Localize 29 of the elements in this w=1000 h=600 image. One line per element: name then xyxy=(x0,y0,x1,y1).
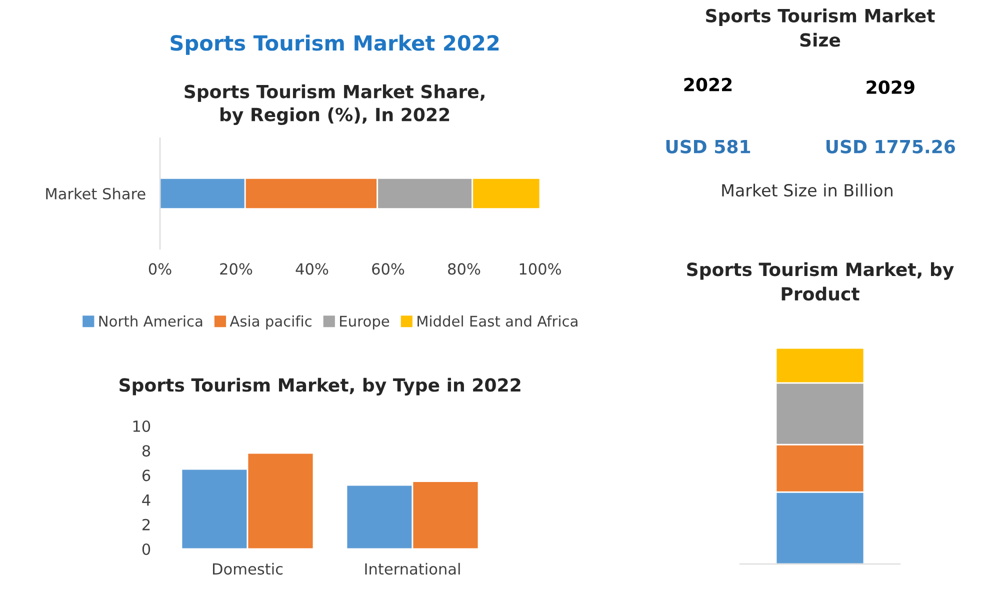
chart-title: Sports Tourism Market 2022 xyxy=(170,34,499,55)
chart-title: Sports Tourism Market, by Product xyxy=(687,262,954,301)
x-tick-label: 60% xyxy=(372,263,404,275)
text: USD 1775.26 xyxy=(826,140,956,154)
x-tick-label: 0% xyxy=(148,263,172,275)
text: 2029 xyxy=(866,80,914,94)
x-tick-label: 20% xyxy=(220,263,252,275)
text: Sports Tourism Market Size xyxy=(706,8,935,47)
legend-label: North America xyxy=(99,315,202,327)
y-tick-label: 2 xyxy=(142,518,150,530)
y-tick-label: 8 xyxy=(142,445,150,457)
y-tick-label: 4 xyxy=(142,494,150,506)
legend-label: Middel East and Africa xyxy=(418,315,578,327)
y-tick-label: 10 xyxy=(133,420,150,432)
chart-subtitle: Sports Tourism Market Share, by Region (%), In 2022 xyxy=(184,84,484,125)
text: 2022 xyxy=(684,78,732,92)
legend-label: Asia pacific xyxy=(230,315,312,330)
y-tick-label: Market Share xyxy=(46,188,146,200)
x-tick-label: 80% xyxy=(448,263,480,275)
text: USD 581 xyxy=(666,140,750,154)
x-tick-label: Domestic xyxy=(213,562,283,575)
y-tick-label: 0 xyxy=(142,543,150,556)
x-tick-label: International xyxy=(365,562,460,575)
text: Market Size in Billion xyxy=(722,184,892,197)
x-tick-label: 100% xyxy=(520,263,561,275)
chart-title: Sports Tourism Market, by Type in 2022 xyxy=(120,378,520,396)
x-tick-label: 40% xyxy=(296,263,328,275)
legend-label: Europe xyxy=(340,316,390,330)
y-tick-label: 6 xyxy=(142,470,150,482)
